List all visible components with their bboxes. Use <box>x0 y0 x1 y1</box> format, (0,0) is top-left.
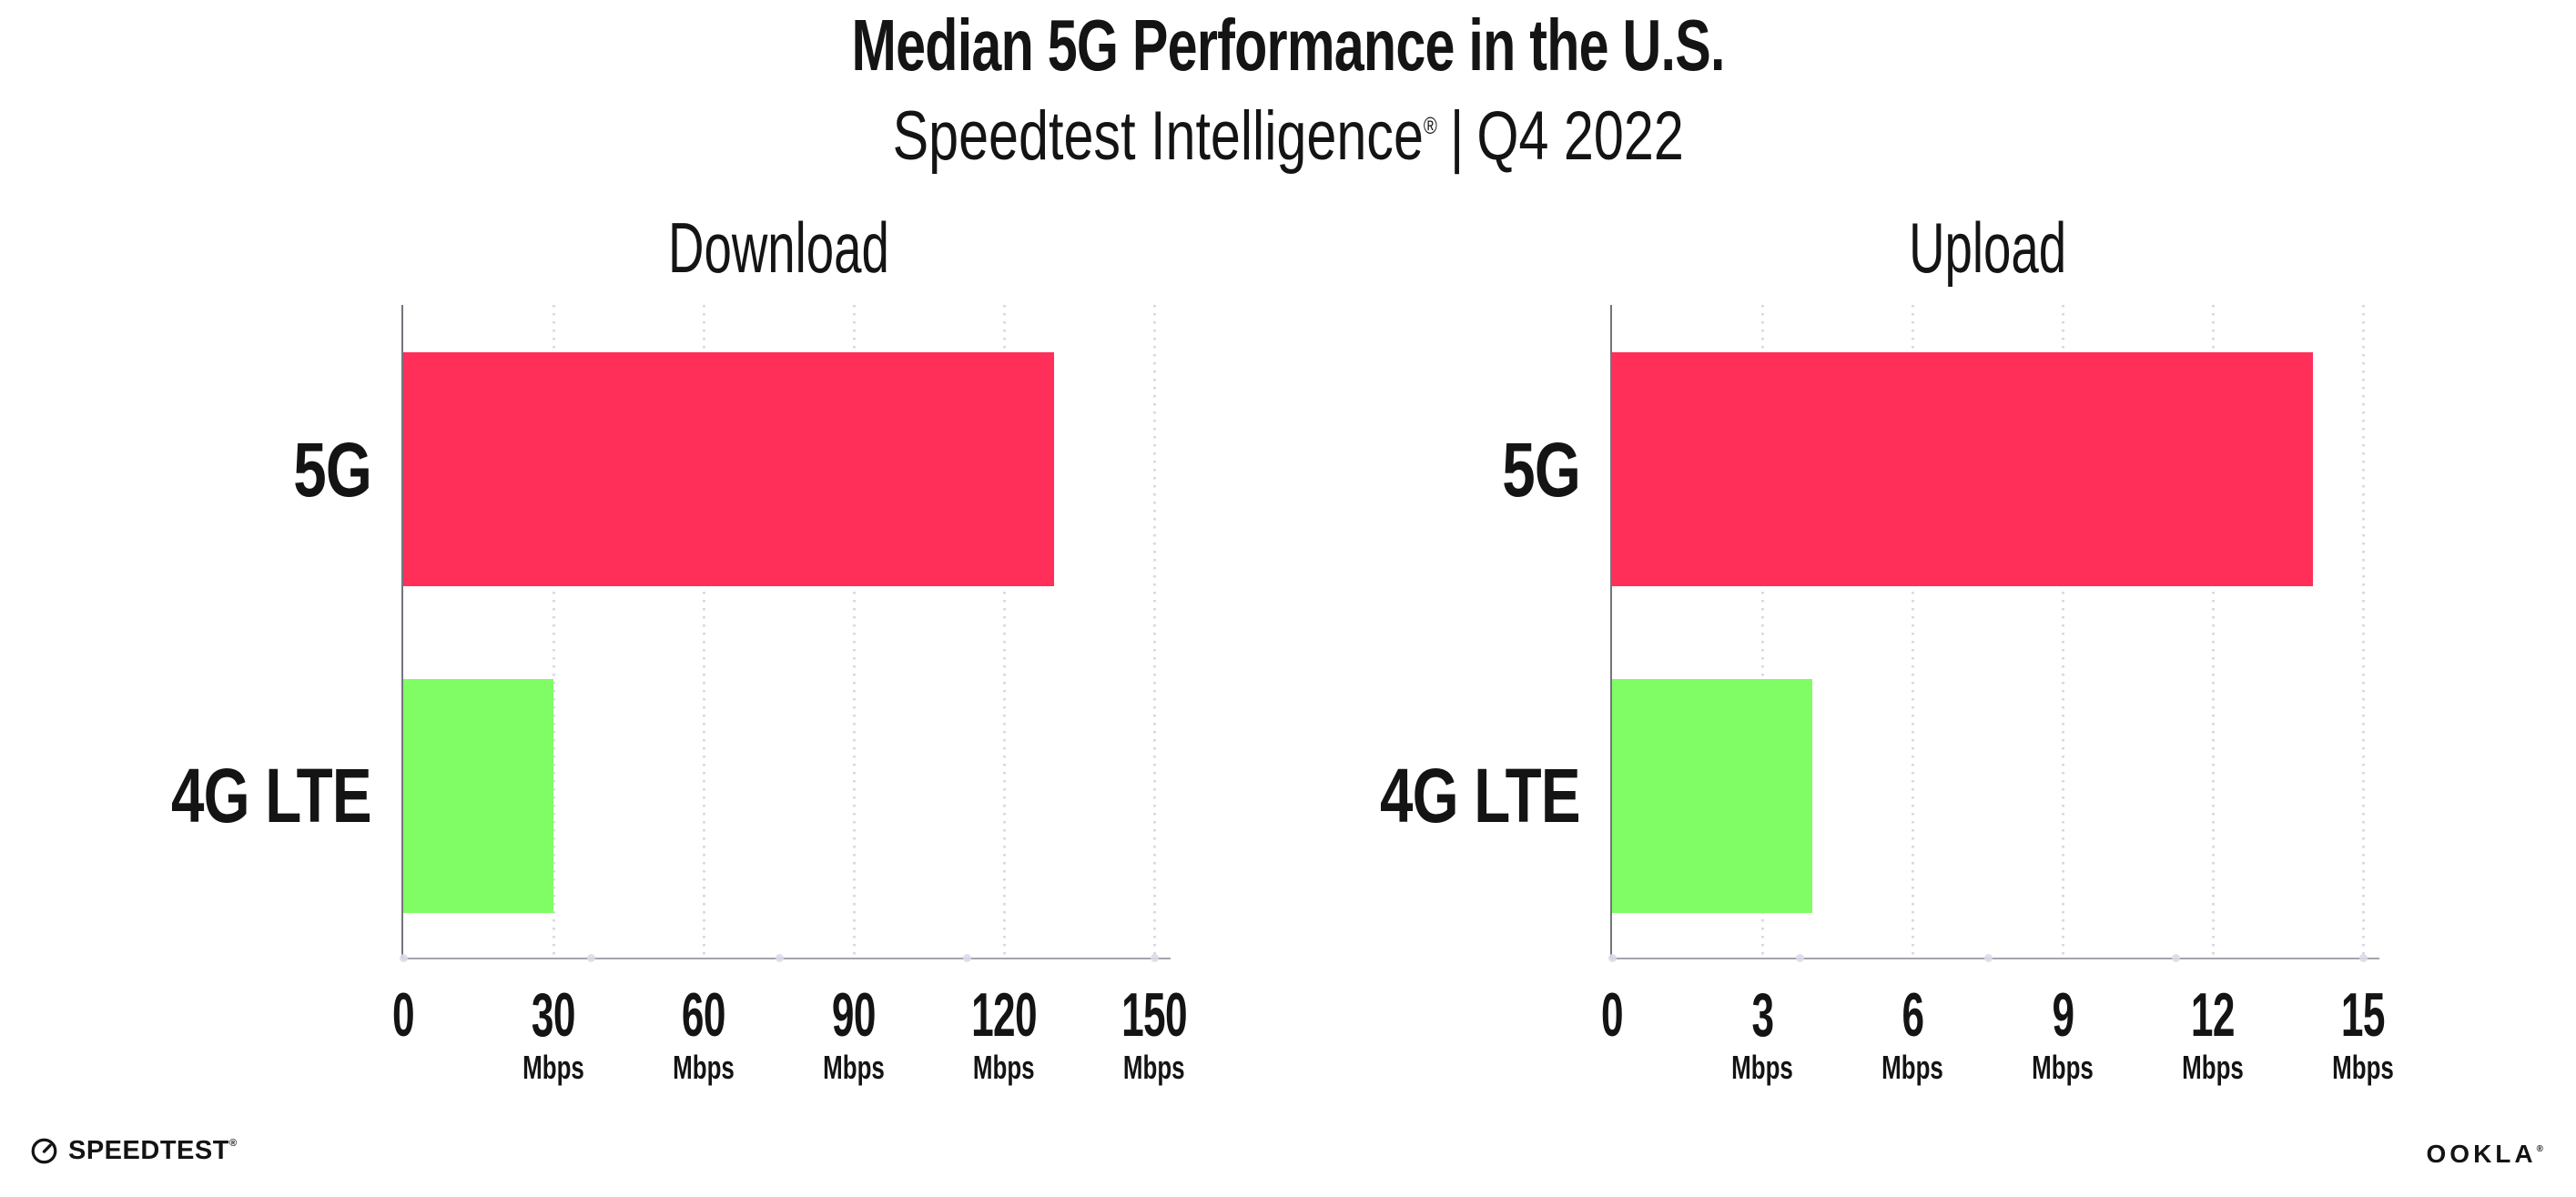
download-chart-title: Download <box>403 210 1154 285</box>
bar-4g-lte <box>403 678 553 913</box>
bar-4g-lte <box>1612 678 1812 913</box>
gridline-150 <box>1153 305 1156 958</box>
x-tick-unit: Mbps <box>2182 1049 2244 1086</box>
x-tick-value: 150 <box>1121 980 1187 1050</box>
upload-chart-title: Upload <box>1612 210 2363 285</box>
download-x-axis-line <box>401 958 1171 959</box>
axis-minor-dot <box>962 954 971 962</box>
x-tick-0: 0 <box>1596 980 1629 1050</box>
upload-chart-title-text: Upload <box>1908 208 2067 288</box>
x-tick-value: 30 <box>532 980 576 1050</box>
gridline-12 <box>2212 305 2215 958</box>
x-tick-unit: Mbps <box>823 1049 885 1086</box>
x-tick-value: 12 <box>2191 980 2236 1050</box>
bar-5g <box>1612 352 2313 586</box>
axis-minor-dot <box>1608 954 1617 962</box>
speedtest-gauge-icon <box>31 1138 57 1164</box>
x-tick-unit: Mbps <box>973 1049 1035 1086</box>
category-label-4g-lte: 4G LTE <box>115 753 372 838</box>
category-label-5g: 5G <box>271 426 372 512</box>
x-tick-150: 150 Mbps <box>1104 980 1204 1086</box>
ookla-registered-mark: ® <box>2536 1144 2543 1154</box>
x-tick-value: 120 <box>971 980 1037 1050</box>
x-tick-value: 90 <box>832 980 877 1050</box>
gridline-3 <box>1761 305 1764 958</box>
x-tick-120: 120 Mbps <box>954 980 1054 1086</box>
axis-minor-dot <box>1151 954 1159 962</box>
gridline-6 <box>1912 305 1914 958</box>
x-tick-value: 0 <box>1601 980 1624 1050</box>
gridline-90 <box>853 305 856 958</box>
axis-minor-dot <box>2171 954 2180 962</box>
download-plot-area <box>400 305 1171 962</box>
download-chart: Download 5G 4G LTE 0 30 Mbps 60 Mbps 90 Mbps 120… <box>171 210 1187 1085</box>
x-tick-0: 0 <box>387 980 421 1050</box>
x-tick-30: 30 Mbps <box>511 980 596 1086</box>
x-tick-12: 12 Mbps <box>2170 980 2256 1086</box>
axis-minor-dot <box>587 954 596 962</box>
axis-minor-dot <box>400 954 408 962</box>
subtitle-separator: | <box>1449 97 1465 175</box>
x-tick-15: 15 Mbps <box>2320 980 2406 1086</box>
page-title: Median 5G Performance in the U.S. <box>0 7 2576 84</box>
x-tick-unit: Mbps <box>1123 1049 1185 1086</box>
upload-x-axis-line <box>1610 958 2379 959</box>
x-tick-value: 0 <box>392 980 415 1050</box>
gridline-60 <box>703 305 705 958</box>
x-tick-90: 90 Mbps <box>811 980 897 1086</box>
category-label-text: 4G LTE <box>171 753 372 838</box>
axis-minor-dot <box>1983 954 1993 962</box>
x-tick-value: 9 <box>2052 980 2074 1050</box>
x-tick-value: 60 <box>682 980 726 1050</box>
x-tick-unit: Mbps <box>1881 1049 1943 1086</box>
x-tick-60: 60 Mbps <box>661 980 746 1086</box>
page-subtitle: Speedtest Intelligence® | Q4 2022 <box>0 89 2576 173</box>
download-y-axis-line <box>401 305 403 958</box>
page-title-text: Median 5G Performance in the U.S. <box>851 5 1725 86</box>
subtitle-period: Q4 2022 <box>1476 97 1684 175</box>
gridline-30 <box>553 305 555 958</box>
x-tick-unit: Mbps <box>522 1049 584 1086</box>
axis-minor-dot <box>1796 954 1805 962</box>
x-tick-unit: Mbps <box>2332 1049 2394 1086</box>
x-tick-6: 6 Mbps <box>1870 980 1955 1086</box>
axis-minor-dot <box>2359 954 2368 962</box>
speedtest-registered-mark: ® <box>228 1138 238 1149</box>
upload-y-axis-line <box>1610 305 1612 958</box>
bar-5g <box>403 352 1054 586</box>
upload-chart: Upload 5G 4G LTE 0 3 Mbps 6 Mbps 9 Mbps 12 Mbps 15… <box>1380 210 2394 1085</box>
category-label-text: 4G LTE <box>1380 753 1581 838</box>
x-tick-unit: Mbps <box>673 1049 735 1086</box>
x-tick-value: 3 <box>1751 980 1774 1050</box>
gridline-120 <box>1003 305 1006 958</box>
category-label-4g-lte: 4G LTE <box>1323 753 1581 838</box>
category-label-5g: 5G <box>1480 426 1581 512</box>
category-label-text: 5G <box>293 426 372 512</box>
x-tick-9: 9 Mbps <box>2020 980 2105 1086</box>
ookla-wordmark: OOKLA <box>2426 1140 2537 1168</box>
speedtest-wordmark: SPEEDTEST® <box>68 1136 238 1165</box>
x-tick-value: 15 <box>2341 980 2386 1050</box>
x-tick-unit: Mbps <box>1731 1049 1793 1086</box>
category-label-text: 5G <box>1502 426 1581 512</box>
gridline-9 <box>2062 305 2064 958</box>
download-chart-title-text: Download <box>668 208 889 288</box>
speedtest-logo: SPEEDTEST® <box>30 1136 238 1166</box>
registered-mark: ® <box>1423 112 1437 139</box>
ookla-logo: OOKLA® <box>2427 1140 2543 1169</box>
subtitle-brand: Speedtest Intelligence <box>892 97 1424 175</box>
x-tick-unit: Mbps <box>2032 1049 2094 1086</box>
x-tick-3: 3 Mbps <box>1719 980 1805 1086</box>
axis-minor-dot <box>775 954 784 962</box>
x-tick-value: 6 <box>1902 980 1924 1050</box>
page-subtitle-text: Speedtest Intelligence® | Q4 2022 <box>892 89 1683 173</box>
upload-plot-area <box>1608 305 2379 962</box>
gridline-15 <box>2362 305 2365 958</box>
